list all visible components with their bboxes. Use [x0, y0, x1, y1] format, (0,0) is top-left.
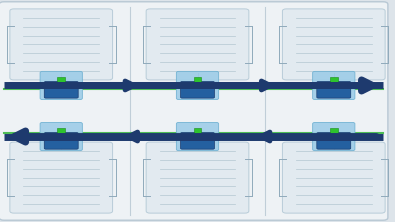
FancyBboxPatch shape — [181, 133, 214, 149]
FancyBboxPatch shape — [44, 133, 78, 149]
FancyBboxPatch shape — [10, 9, 113, 80]
Bar — [330, 129, 338, 133]
FancyBboxPatch shape — [10, 142, 113, 213]
FancyBboxPatch shape — [313, 71, 355, 100]
FancyBboxPatch shape — [40, 123, 83, 151]
FancyBboxPatch shape — [181, 81, 214, 98]
Bar — [194, 129, 201, 133]
FancyBboxPatch shape — [176, 71, 219, 100]
FancyBboxPatch shape — [282, 142, 385, 213]
Bar — [194, 77, 201, 82]
FancyBboxPatch shape — [44, 81, 78, 98]
FancyBboxPatch shape — [317, 133, 351, 149]
FancyBboxPatch shape — [0, 2, 388, 220]
FancyBboxPatch shape — [282, 9, 385, 80]
FancyBboxPatch shape — [146, 142, 249, 213]
FancyBboxPatch shape — [313, 123, 355, 151]
Bar — [330, 77, 338, 82]
Bar — [58, 77, 65, 82]
FancyBboxPatch shape — [176, 123, 219, 151]
FancyBboxPatch shape — [40, 71, 83, 100]
FancyBboxPatch shape — [317, 81, 351, 98]
Bar — [58, 129, 65, 133]
FancyBboxPatch shape — [146, 9, 249, 80]
